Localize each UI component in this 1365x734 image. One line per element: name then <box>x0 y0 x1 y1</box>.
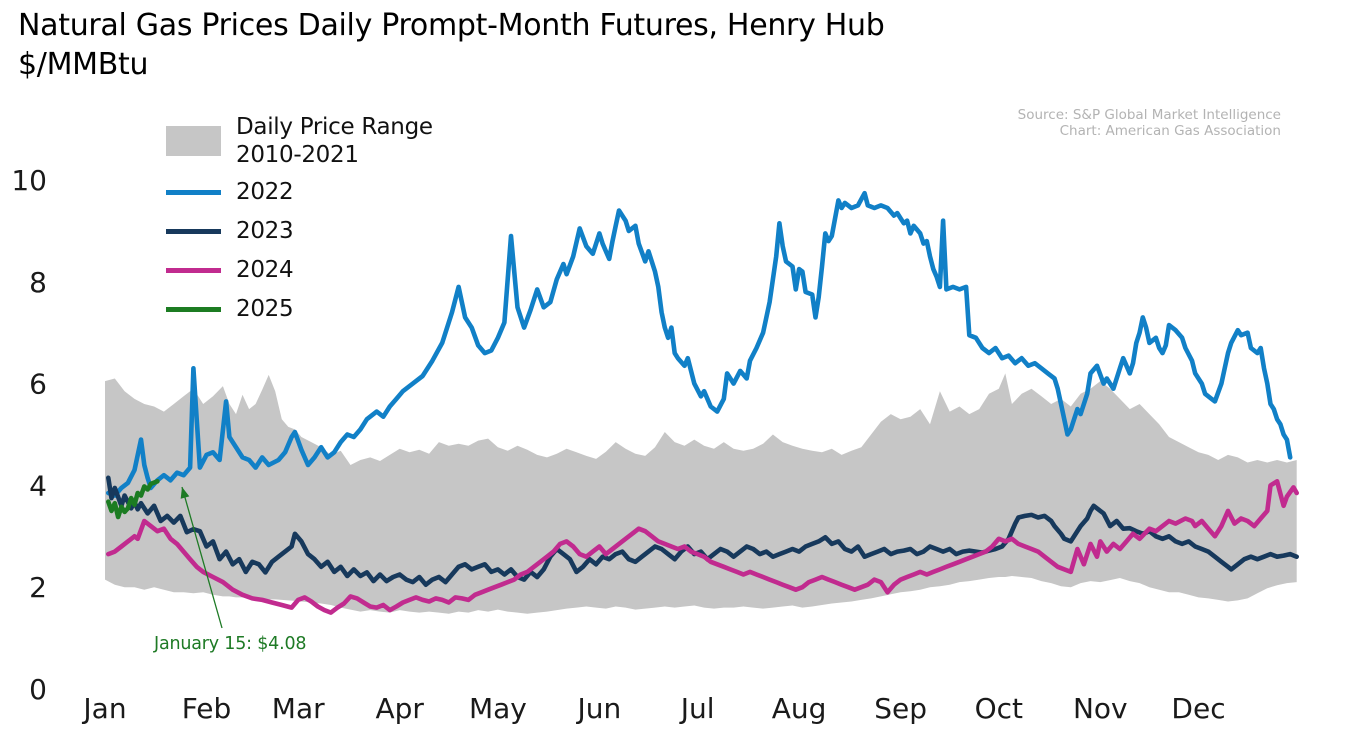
x-tick-sep: Sep <box>874 692 927 725</box>
legend-swatch-2022 <box>166 189 221 195</box>
legend-item-2025: 2025 <box>166 295 433 323</box>
chart-legend: Daily Price Range 2010-2021 2022 2023 20… <box>166 113 433 334</box>
chart-title-units: $/MMBtu <box>18 47 149 82</box>
series-2024-line <box>106 478 1299 615</box>
source-credit: Source: S&P Global Market Intelligence C… <box>1017 107 1281 139</box>
x-tick-aug: Aug <box>772 692 827 725</box>
chart-title-line1: Natural Gas Prices Daily Prompt-Month Fu… <box>18 8 885 43</box>
series-2022-line <box>106 190 1293 498</box>
legend-item-2024: 2024 <box>166 256 433 284</box>
x-tick-nov: Nov <box>1073 692 1128 725</box>
legend-swatch-2023 <box>166 228 221 234</box>
legend-label-2022: 2022 <box>236 179 294 205</box>
y-tick-8: 8 <box>29 266 47 299</box>
x-tick-jan: Jan <box>81 692 126 725</box>
series-2025-line <box>106 478 160 520</box>
x-tick-may: May <box>469 692 527 725</box>
legend-label-2024: 2024 <box>236 257 294 283</box>
legend-item-range: Daily Price Range 2010-2021 <box>166 113 433 169</box>
x-tick-jul: Jul <box>679 692 715 725</box>
chart-credit-line: Chart: American Gas Association <box>1059 122 1281 139</box>
x-tick-dec: Dec <box>1171 692 1225 725</box>
chart-title: Natural Gas Prices Daily Prompt-Month Fu… <box>18 6 885 84</box>
x-tick-jun: Jun <box>576 692 622 725</box>
band-2010-2021-area <box>105 373 1297 614</box>
y-tick-0: 0 <box>29 673 47 706</box>
x-tick-mar: Mar <box>272 692 325 725</box>
y-tick-2: 2 <box>29 571 47 604</box>
x-tick-apr: Apr <box>375 692 424 725</box>
annotation-arrowhead <box>180 487 190 499</box>
x-tick-oct: Oct <box>975 692 1023 725</box>
x-tick-feb: Feb <box>182 692 232 725</box>
legend-swatch-2025 <box>166 306 221 312</box>
source-line: Source: S&P Global Market Intelligence <box>1017 107 1281 123</box>
annotation-arrow-line <box>181 486 223 629</box>
legend-swatch-2024 <box>166 267 221 273</box>
legend-label-2025: 2025 <box>236 296 294 322</box>
y-tick-6: 6 <box>29 368 47 401</box>
y-tick-10: 10 <box>11 164 47 197</box>
legend-item-2022: 2022 <box>166 178 433 206</box>
legend-item-2023: 2023 <box>166 217 433 245</box>
y-tick-4: 4 <box>29 469 47 502</box>
annotation-label: January 15: $4.08 <box>154 634 307 654</box>
legend-label-2023: 2023 <box>236 218 294 244</box>
legend-swatch-range <box>166 126 221 156</box>
legend-label-range: Daily Price Range 2010-2021 <box>236 114 433 168</box>
